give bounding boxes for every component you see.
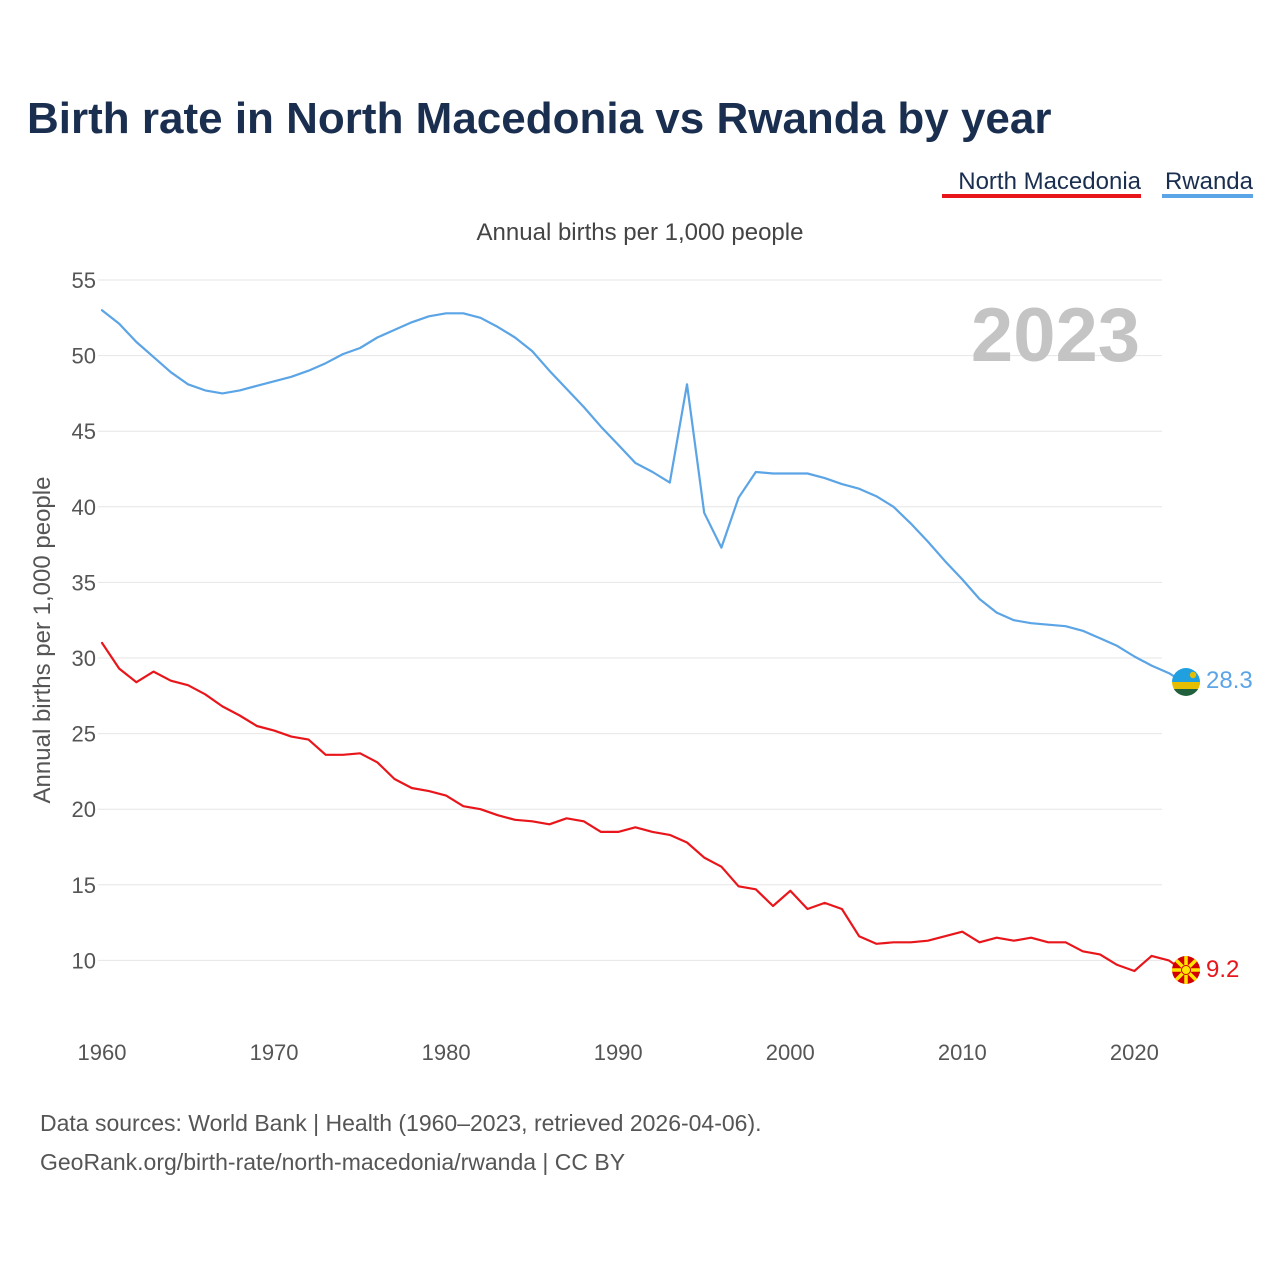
- source-line-2[interactable]: GeoRank.org/birth-rate/north-macedonia/r…: [40, 1149, 625, 1175]
- series-line-north-macedonia[interactable]: [100, 641, 1201, 974]
- x-tick-label: 2000: [766, 1040, 815, 1065]
- rwanda-flag: [1172, 668, 1200, 696]
- chart-subtitle: Annual births per 1,000 people: [477, 219, 804, 246]
- y-tick-label: 55: [72, 268, 96, 293]
- y-tick-label: 10: [72, 948, 96, 973]
- series-line-rwanda[interactable]: [100, 309, 1201, 685]
- x-tick-label: 2020: [1110, 1040, 1159, 1065]
- y-axis-title: Annual births per 1,000 people: [29, 477, 56, 804]
- y-tick-label: 15: [72, 873, 96, 898]
- legend-swatch-rwanda: [1162, 194, 1253, 198]
- x-tick-label: 1980: [422, 1040, 471, 1065]
- y-tick-label: 20: [72, 797, 96, 822]
- legend-item-rwanda[interactable]: Rwanda: [1165, 168, 1254, 195]
- x-axis-ticks: 1960 1970 1980 1990 2000 2010 2020: [78, 1040, 1159, 1065]
- y-tick-label: 30: [72, 646, 96, 671]
- year-watermark: 2023: [971, 293, 1140, 378]
- gridlines: [98, 279, 1162, 961]
- chart-title: Birth rate in North Macedonia vs Rwanda …: [27, 94, 1051, 143]
- legend: North Macedonia Rwanda: [942, 168, 1254, 198]
- north-macedonia-end-value: 9.2: [1206, 956, 1239, 983]
- y-tick-label: 45: [72, 419, 96, 444]
- x-tick-label: 1960: [78, 1040, 127, 1065]
- x-tick-label: 2010: [938, 1040, 987, 1065]
- x-tick-label: 1970: [250, 1040, 299, 1065]
- y-tick-label: 50: [72, 344, 96, 369]
- legend-item-north-macedonia[interactable]: North Macedonia: [958, 168, 1141, 195]
- y-tick-label: 35: [72, 570, 96, 595]
- series: [100, 309, 1201, 974]
- legend-swatch-north-macedonia: [942, 194, 1141, 198]
- rwanda-end-value: 28.3: [1206, 667, 1253, 694]
- y-tick-label: 40: [72, 495, 96, 520]
- x-tick-label: 1990: [594, 1040, 643, 1065]
- y-axis-ticks: 10 15 20 25 30 35 40 45 50 55: [72, 268, 96, 973]
- source-line-1: Data sources: World Bank | Health (1960–…: [40, 1110, 762, 1136]
- y-tick-label: 25: [72, 722, 96, 747]
- north-macedonia-flag: [1172, 956, 1200, 984]
